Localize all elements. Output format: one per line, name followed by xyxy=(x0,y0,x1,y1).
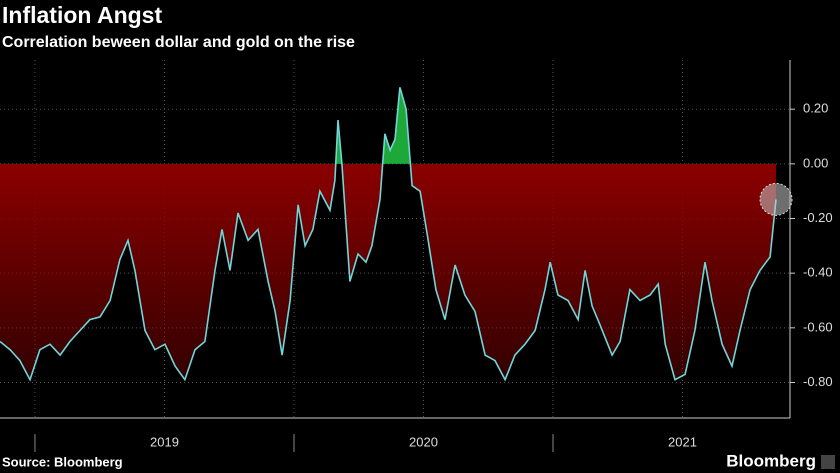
y-tick-label: -0.80 xyxy=(803,374,833,389)
end-marker xyxy=(759,182,793,216)
chart-title: Inflation Angst xyxy=(2,2,162,28)
x-tick-label: 2019 xyxy=(150,434,179,449)
y-tick-label: -0.40 xyxy=(803,265,833,280)
line xyxy=(0,87,777,382)
y-tick-label: 0.00 xyxy=(803,155,828,170)
y-tick-label: -0.20 xyxy=(803,210,833,225)
x-tick-label: 2020 xyxy=(409,434,438,449)
x-tick-label: 2021 xyxy=(668,434,697,449)
brand-icon xyxy=(821,455,835,469)
y-tick-label: -0.60 xyxy=(803,319,833,334)
y-tick-label: 0.20 xyxy=(803,101,828,116)
brand: Bloomberg xyxy=(726,451,816,470)
chart-subtitle: Correlation beween dollar and gold on th… xyxy=(2,34,355,51)
area xyxy=(0,87,776,380)
source: Source: Bloomberg xyxy=(2,454,123,469)
